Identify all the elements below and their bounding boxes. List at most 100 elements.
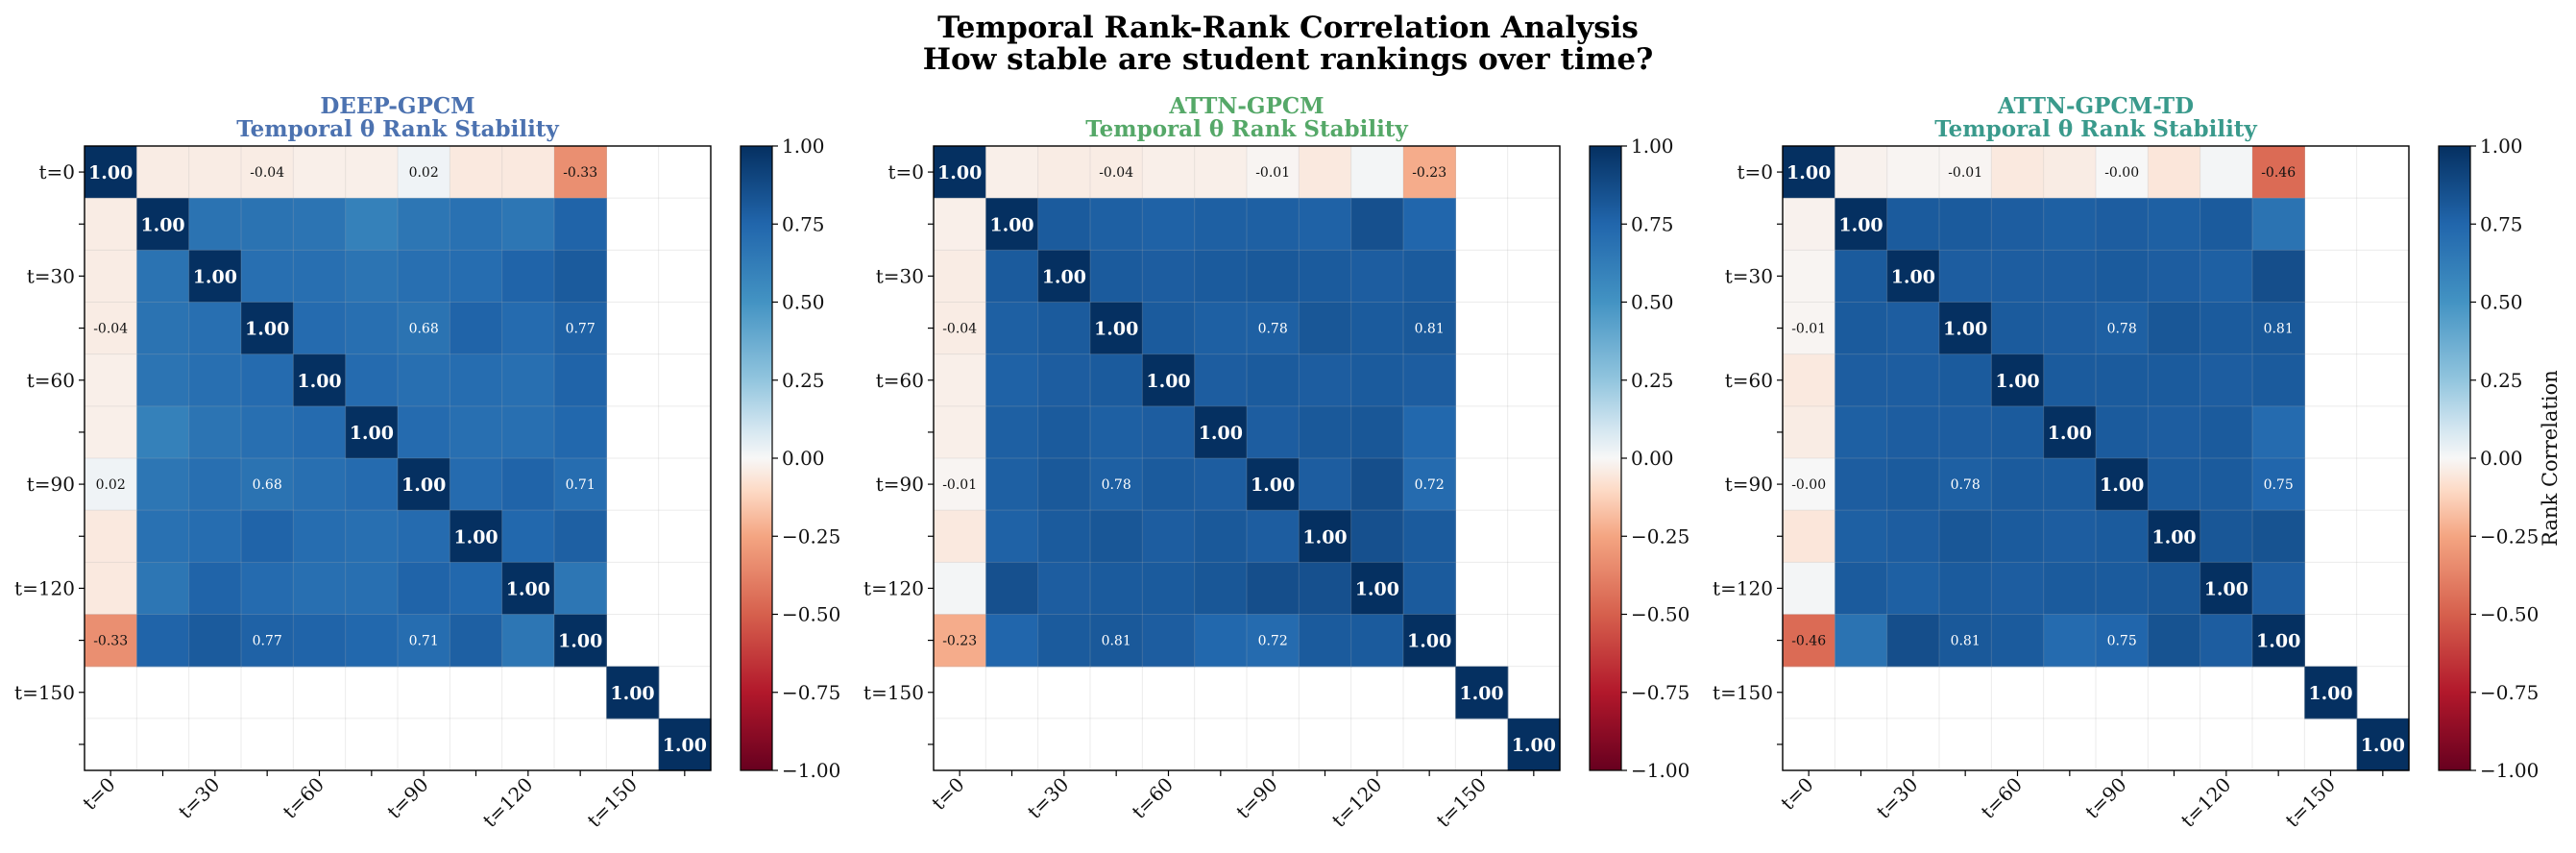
heatmap-cell-5-6 bbox=[2096, 405, 2149, 459]
heatmap-cell-5-8 bbox=[1350, 405, 1404, 459]
heatmap-cell-8-8 bbox=[501, 562, 555, 616]
cell-value-label: 0.78 bbox=[2107, 322, 2137, 337]
heatmap-cell-1-1 bbox=[1835, 198, 1888, 251]
heatmap-cell-7-7 bbox=[1299, 510, 1352, 563]
heatmap-cell-11-11 bbox=[658, 718, 712, 771]
heatmap-cell-1-5 bbox=[2043, 198, 2097, 251]
y-tick-label: t=30 bbox=[27, 264, 75, 287]
diagonal-value-label: 1.00 bbox=[1199, 423, 1243, 444]
heatmap-cell-8-3 bbox=[1090, 562, 1143, 616]
heatmap-cell-1-5 bbox=[345, 198, 399, 251]
y-tick-label: t=60 bbox=[1725, 369, 1773, 392]
heatmap-cell-4-1 bbox=[136, 353, 190, 407]
heatmap-cell-2-6 bbox=[1247, 250, 1300, 304]
heatmap-cell-9-5 bbox=[345, 614, 399, 668]
heatmap-cell-1-9 bbox=[1403, 198, 1456, 251]
heatmap-cell-4-6 bbox=[2096, 353, 2149, 407]
heatmap-cell-8-0 bbox=[934, 562, 986, 616]
cell-value-label: 0.81 bbox=[1102, 634, 1131, 649]
panel-subtitle: Temporal θ Rank Stability bbox=[1085, 116, 1408, 142]
heatmap-cell-5-3 bbox=[1090, 405, 1143, 459]
heatmap-cell-2-8 bbox=[1350, 250, 1404, 304]
heatmap-cell-3-4 bbox=[1991, 302, 2045, 355]
x-tick-label: t=150 bbox=[583, 773, 642, 832]
heatmap-cell-7-6 bbox=[2096, 510, 2149, 563]
heatmap-cell-2-5 bbox=[2043, 250, 2097, 304]
heatmap-cell-0-7 bbox=[2148, 146, 2201, 199]
heatmap-cell-7-6 bbox=[1247, 510, 1300, 563]
colorbar-tick-label: 0.50 bbox=[2480, 291, 2523, 314]
heatmap-cell-6-7 bbox=[1299, 458, 1352, 511]
heatmap-cell-0-2 bbox=[1037, 146, 1091, 199]
heatmap-cell-1-0 bbox=[934, 198, 986, 251]
heatmap-cell-3-7 bbox=[2148, 302, 2201, 355]
heatmap-cell-5-4 bbox=[1142, 405, 1196, 459]
heatmap-cell-2-0 bbox=[934, 250, 986, 304]
heatmap-cell-3-6 bbox=[398, 302, 450, 355]
heatmap-cell-0-8 bbox=[501, 146, 555, 199]
panel-title: DEEP-GPCM bbox=[320, 93, 474, 119]
heatmap-cell-10-10 bbox=[1455, 666, 1509, 719]
diagonal-value-label: 1.00 bbox=[1995, 371, 2039, 392]
heatmap-cell-8-5 bbox=[2043, 562, 2097, 616]
cell-value-label: 0.75 bbox=[2264, 477, 2294, 493]
cell-value-label: 0.71 bbox=[566, 477, 595, 493]
panel-title: ATTN-GPCM bbox=[1168, 93, 1324, 119]
heatmap-cell-7-6 bbox=[398, 510, 450, 563]
heatmap-cell-1-7 bbox=[450, 198, 503, 251]
heatmap-cell-4-6 bbox=[1247, 353, 1300, 407]
heatmap-cell-4-0 bbox=[934, 353, 986, 407]
heatmap-cell-0-0 bbox=[85, 146, 137, 199]
colorbar-tick-label: −0.25 bbox=[1631, 524, 1689, 548]
diagonal-value-label: 1.00 bbox=[297, 371, 341, 392]
x-tick-label: t=60 bbox=[279, 773, 329, 824]
heatmap-cell-3-8 bbox=[501, 302, 555, 355]
heatmap-cell-1-9 bbox=[2252, 198, 2305, 251]
heatmap-cell-2-7 bbox=[450, 250, 503, 304]
diagonal-value-label: 1.00 bbox=[1094, 319, 1138, 340]
heatmap-cell-7-5 bbox=[2043, 510, 2097, 563]
heatmap-cell-2-2 bbox=[188, 250, 242, 304]
heatmap-cell-3-6 bbox=[1247, 302, 1300, 355]
axes-frame bbox=[84, 145, 712, 771]
cell-value-label: -0.33 bbox=[93, 634, 128, 649]
heatmap-cell-7-4 bbox=[1142, 510, 1196, 563]
colorbar-tick-label: 1.00 bbox=[782, 134, 825, 158]
cell-value-label: 0.77 bbox=[566, 322, 595, 337]
y-tick-label: t=60 bbox=[876, 369, 924, 392]
colorbar-tick-label: 0.50 bbox=[1631, 291, 1674, 314]
heatmap-cell-7-2 bbox=[1037, 510, 1091, 563]
heatmap-cell-1-7 bbox=[2148, 198, 2201, 251]
y-tick-label: t=120 bbox=[1713, 576, 1773, 599]
cell-value-label: -0.01 bbox=[1948, 165, 1982, 181]
heatmap-cell-4-9 bbox=[2252, 353, 2305, 407]
heatmap-cell-7-4 bbox=[293, 510, 347, 563]
heatmap-cell-6-4 bbox=[293, 458, 347, 511]
y-tick-label: t=90 bbox=[27, 473, 75, 496]
heatmap-cell-8-6 bbox=[1247, 562, 1300, 616]
heatmap-cell-9-9 bbox=[1403, 614, 1456, 668]
heatmap-cell-5-5 bbox=[2043, 405, 2097, 459]
colorbar-tick-label: −0.75 bbox=[2480, 681, 2539, 704]
diagonal-value-label: 1.00 bbox=[453, 526, 498, 548]
heatmap-cell-6-7 bbox=[2148, 458, 2201, 511]
heatmap-cell-7-9 bbox=[1403, 510, 1456, 563]
heatmap-cell-1-9 bbox=[554, 198, 607, 251]
colorbar-tick-label: 0.75 bbox=[2480, 212, 2523, 235]
colorbar-tick-label: −0.75 bbox=[782, 681, 840, 704]
heatmap-cell-3-1 bbox=[136, 302, 190, 355]
x-tick-label: t=60 bbox=[1977, 773, 2028, 824]
heatmap-cell-6-6 bbox=[2096, 458, 2149, 511]
heatmap-cell-6-7 bbox=[450, 458, 503, 511]
heatmap-cell-3-0 bbox=[85, 302, 137, 355]
colorbar-tick-label: 0.00 bbox=[1631, 447, 1674, 470]
heatmap-cell-9-3 bbox=[1939, 614, 1992, 668]
heatmap-cell-7-7 bbox=[2148, 510, 2201, 563]
x-tick-label: t=120 bbox=[478, 773, 537, 832]
y-tick-label: t=30 bbox=[1725, 264, 1773, 287]
heatmap-cell-0-7 bbox=[450, 146, 503, 199]
colorbar-tick-label: 0.25 bbox=[1631, 369, 1674, 392]
colorbar-tick-label: −0.25 bbox=[2480, 524, 2539, 548]
heatmap-cell-6-9 bbox=[554, 458, 607, 511]
heatmap-cell-2-4 bbox=[293, 250, 347, 304]
